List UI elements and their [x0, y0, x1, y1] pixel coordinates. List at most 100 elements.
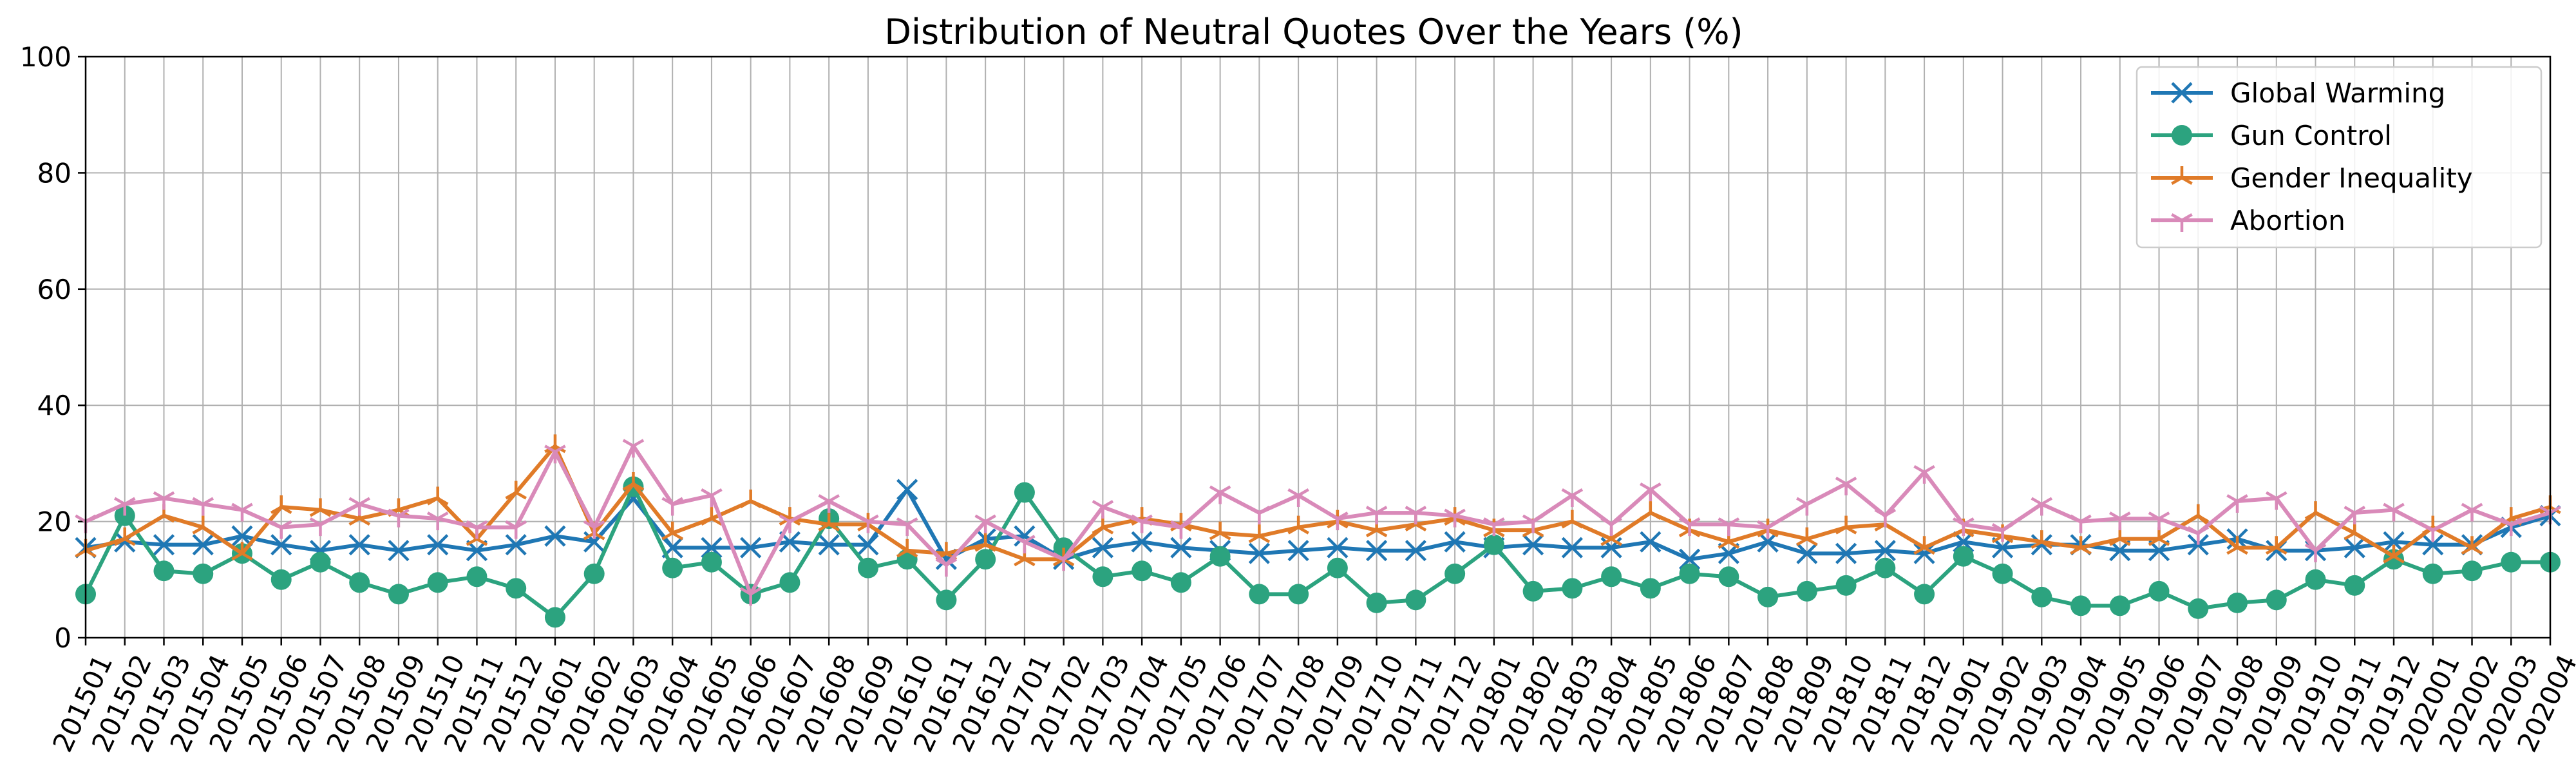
data-point-abortion	[1052, 552, 1075, 571]
data-point-gun-control	[583, 563, 605, 584]
data-point-gun-control	[975, 549, 996, 570]
data-point-gun-control	[2305, 569, 2326, 590]
data-point-global-warming	[153, 534, 175, 556]
data-point-abortion	[2344, 506, 2366, 525]
data-point-gun-control	[1092, 566, 1113, 587]
data-point-gun-control	[1444, 563, 1466, 584]
data-point-abortion	[1170, 520, 1192, 539]
data-point-global-warming	[896, 479, 918, 501]
data-point-abortion	[2383, 502, 2405, 522]
data-point-abortion	[896, 517, 918, 537]
data-point-global-warming	[1561, 537, 1583, 558]
data-point-abortion	[1640, 482, 1662, 501]
data-point-abortion	[1092, 500, 1114, 519]
data-point-gender-inequality	[896, 539, 918, 558]
data-point-global-warming	[1131, 531, 1153, 553]
legend-item-gun-control: Gun Control	[2151, 120, 2392, 151]
data-point-abortion	[231, 502, 253, 522]
data-point-gun-control	[2031, 586, 2052, 607]
legend-marker	[2171, 213, 2193, 232]
data-point-global-warming	[505, 534, 527, 556]
data-point-gender-inequality	[661, 521, 683, 540]
legend-item-gender-inequality: Gender Inequality	[2151, 162, 2473, 194]
series-gender-inequality	[75, 434, 2561, 567]
data-point-gun-control	[1796, 580, 1817, 602]
data-point-abortion	[270, 520, 292, 539]
data-point-gun-control	[466, 566, 488, 587]
chart-title: Distribution of Neutral Quotes Over the …	[884, 12, 1743, 52]
data-point-abortion	[1796, 497, 1818, 516]
data-point-gun-control	[1562, 578, 1583, 599]
series-line-gun-control	[84, 484, 2550, 620]
data-point-global-warming	[348, 534, 370, 556]
data-point-abortion	[192, 497, 214, 516]
legend-item-global-warming: Global Warming	[2151, 77, 2445, 109]
data-point-abortion	[1953, 517, 1975, 537]
data-point-global-warming	[1522, 534, 1544, 556]
data-point-gun-control	[2109, 595, 2130, 616]
data-point-gender-inequality	[2070, 536, 2092, 555]
data-point-global-warming	[1170, 537, 1192, 558]
data-point-abortion	[309, 517, 332, 537]
data-point-gun-control	[779, 572, 800, 593]
data-point-abortion	[1835, 477, 1857, 495]
data-point-gender-inequality	[1561, 510, 1584, 529]
data-point-abortion	[818, 494, 840, 513]
data-point-global-warming	[1287, 540, 1309, 562]
data-point-gun-control	[857, 557, 878, 578]
data-point-global-warming	[1366, 540, 1388, 562]
data-point-global-warming	[192, 534, 214, 556]
data-point-abortion	[1483, 517, 1505, 537]
data-point-global-warming	[1678, 548, 1701, 570]
data-point-gun-control	[1601, 566, 1622, 587]
data-point-abortion	[2031, 497, 2053, 516]
data-point-global-warming	[740, 537, 762, 558]
legend-label: Gun Control	[2230, 120, 2392, 151]
data-point-gender-inequality	[192, 515, 214, 535]
data-point-abortion	[1600, 517, 1622, 537]
data-point-gun-control	[2344, 575, 2365, 596]
data-point-gender-inequality	[2304, 501, 2327, 520]
data-point-global-warming	[1835, 542, 1857, 564]
data-point-abortion	[2070, 514, 2092, 533]
data-point-gun-control	[2461, 560, 2483, 582]
data-point-abortion	[505, 520, 527, 539]
data-point-abortion	[1405, 506, 1427, 525]
data-point-abortion	[1248, 506, 1271, 525]
data-point-gun-control	[427, 572, 448, 593]
data-point-abortion	[1014, 535, 1036, 554]
data-point-abortion	[1678, 517, 1701, 537]
data-point-abortion	[1522, 514, 1544, 533]
data-point-gun-control	[1953, 546, 1974, 567]
data-point-global-warming	[1092, 537, 1113, 558]
data-point-global-warming	[388, 540, 410, 562]
data-point-abortion	[1327, 511, 1349, 531]
data-point-gun-control	[662, 557, 683, 578]
data-point-gender-inequality	[2031, 530, 2053, 549]
data-point-gender-inequality	[505, 481, 527, 500]
legend-marker	[2171, 82, 2193, 104]
legend: Global Warming Gun Control Gender Inequali…	[2136, 66, 2543, 249]
data-point-gun-control	[153, 560, 175, 582]
data-point-global-warming	[2383, 531, 2405, 553]
legend-marker	[2171, 166, 2193, 185]
legend-marker	[2172, 125, 2192, 146]
data-point-global-warming	[544, 525, 566, 547]
data-point-abortion	[1913, 464, 1935, 484]
data-point-gender-inequality	[622, 472, 645, 491]
data-point-gun-control	[2188, 598, 2209, 619]
data-point-abortion	[1718, 517, 1740, 537]
data-point-abortion	[2421, 523, 2444, 542]
data-point-abortion	[2461, 502, 2483, 522]
data-point-gun-control	[114, 505, 135, 526]
data-point-gun-control	[1875, 557, 1896, 578]
data-point-gun-control	[310, 551, 331, 573]
data-point-gun-control	[1757, 586, 1779, 607]
data-point-abortion	[1131, 514, 1153, 533]
y-tick-label: 80	[37, 157, 71, 189]
data-point-abortion	[935, 558, 958, 577]
data-point-gun-control	[1288, 584, 1309, 605]
data-point-abortion	[1991, 523, 2014, 542]
data-point-gender-inequality	[2226, 536, 2248, 555]
legend-label: Abortion	[2230, 205, 2345, 236]
